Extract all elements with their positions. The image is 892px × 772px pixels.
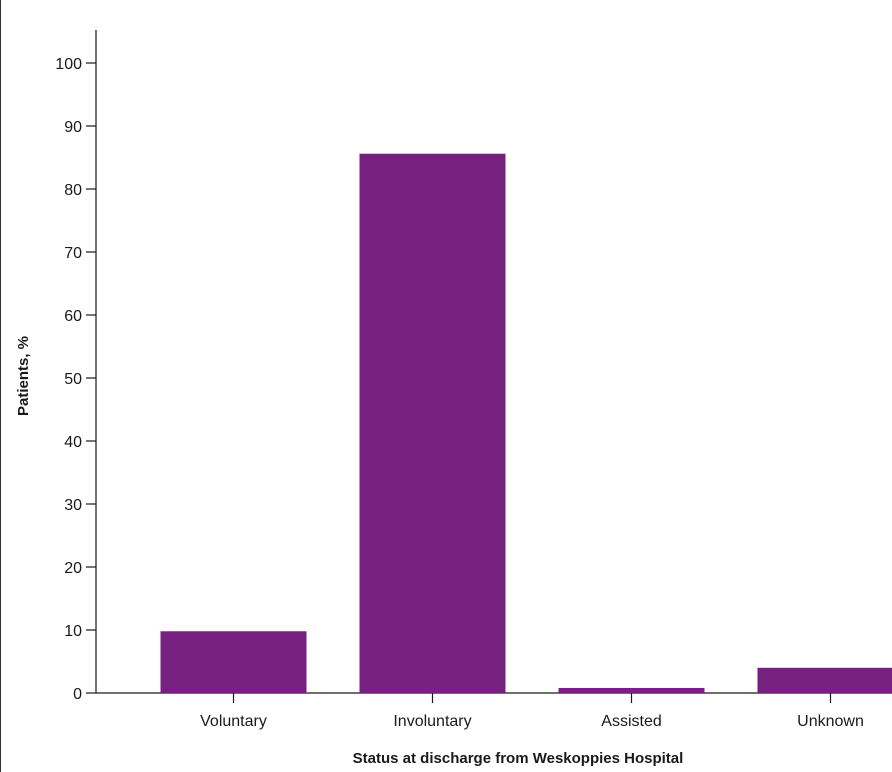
y-tick-label: 40	[64, 434, 82, 451]
y-tick-label: 90	[64, 119, 82, 136]
category-labels: Voluntary Involuntary Assisted Unknown	[200, 713, 864, 730]
x-axis	[96, 692, 892, 703]
category-label-voluntary: Voluntary	[200, 713, 267, 730]
category-label-involuntary: Involuntary	[393, 713, 471, 730]
category-label-unknown: Unknown	[797, 713, 864, 730]
y-axis: 0 10 20 30 40 50 60 70 80 90 100	[55, 30, 97, 703]
y-tick-label: 0	[73, 686, 82, 703]
y-tick-label: 60	[64, 308, 82, 325]
bars	[160, 153, 892, 694]
bar-assisted	[558, 687, 705, 693]
y-tick-label: 20	[64, 560, 82, 577]
category-label-assisted: Assisted	[601, 713, 661, 730]
y-tick-label: 100	[55, 56, 82, 73]
y-tick-label: 70	[64, 245, 82, 262]
y-tick-label: 80	[64, 182, 82, 199]
bar-unknown	[757, 667, 892, 693]
bar-voluntary	[160, 631, 307, 693]
y-axis-title: Patients, %	[15, 336, 32, 416]
bar-involuntary	[359, 153, 506, 694]
y-tick-label: 30	[64, 497, 82, 514]
y-tick-label: 50	[64, 371, 82, 388]
y-tick-label: 10	[64, 623, 82, 640]
x-axis-title: Status at discharge from Weskoppies Hosp…	[353, 750, 684, 767]
